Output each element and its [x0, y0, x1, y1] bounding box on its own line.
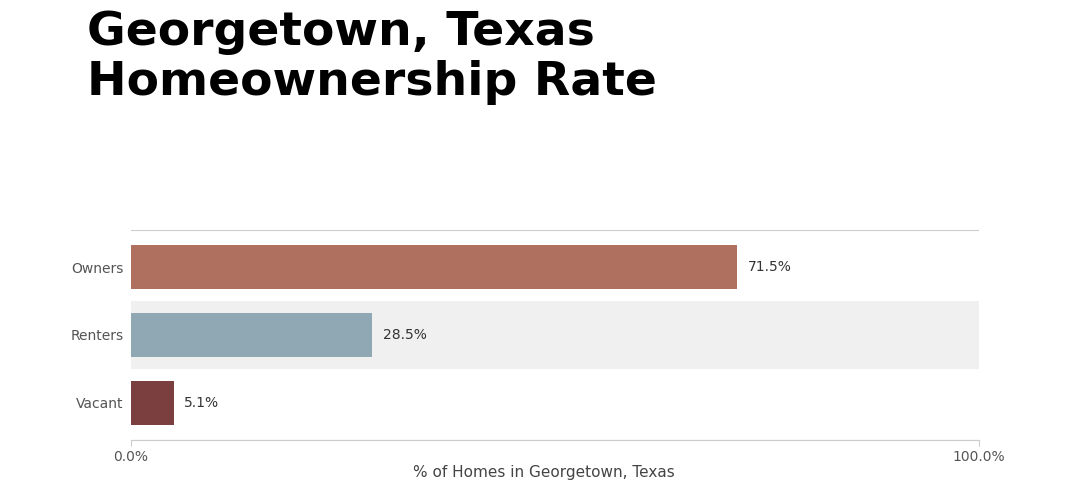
Bar	[131, 301, 979, 369]
Text: Georgetown, Texas
Homeownership Rate: Georgetown, Texas Homeownership Rate	[87, 10, 657, 106]
Text: 71.5%: 71.5%	[747, 260, 791, 274]
Bar	[131, 245, 738, 290]
Text: 5.1%: 5.1%	[184, 396, 219, 409]
Bar	[131, 301, 979, 369]
Bar	[131, 380, 174, 425]
Text: 28.5%: 28.5%	[383, 328, 426, 342]
Text: % of Homes in Georgetown, Texas: % of Homes in Georgetown, Texas	[413, 465, 675, 480]
Bar	[131, 313, 372, 357]
